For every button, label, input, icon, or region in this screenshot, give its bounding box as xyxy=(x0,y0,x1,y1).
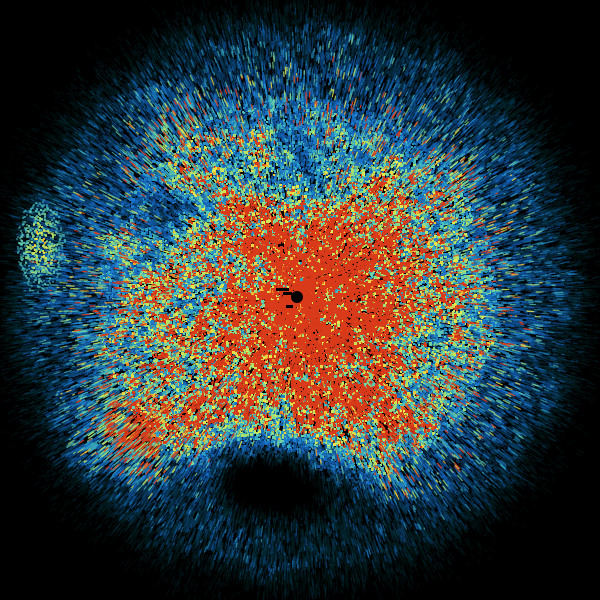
visualization-stage xyxy=(0,0,600,600)
scatter-density-canvas xyxy=(0,0,600,600)
